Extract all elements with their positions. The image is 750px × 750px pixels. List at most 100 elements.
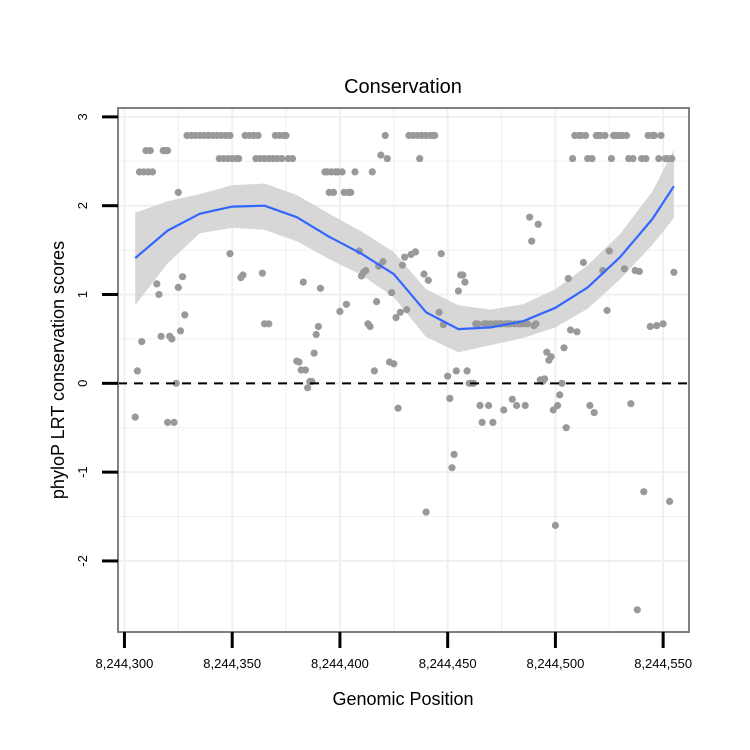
data-point [526,213,534,221]
data-point [179,273,187,281]
data-point [403,306,411,314]
data-point [295,358,303,366]
data-point [336,307,344,315]
data-point [316,284,325,292]
data-point [650,131,659,140]
data-point [582,131,590,140]
data-point [310,349,318,357]
data-point [157,332,165,340]
data-point [653,322,661,330]
data-point [655,155,663,163]
data-point [239,271,247,279]
data-point [392,314,400,322]
x-tick-label: 8,244,550 [634,656,692,671]
data-point [258,269,266,277]
data-point [388,289,396,297]
x-axis-label: Genomic Position [332,689,473,709]
data-point [424,276,432,284]
data-point [312,330,320,339]
data-point [396,308,404,316]
y-tick-label: -1 [75,466,90,478]
data-point [605,247,613,255]
data-point [138,338,146,346]
data-point [155,290,163,299]
data-point [377,151,385,159]
data-point [635,267,644,275]
data-point [579,258,588,267]
data-point [564,274,572,283]
data-point [435,308,443,316]
data-point [299,278,307,286]
data-point [448,464,456,472]
y-tick-label: 2 [75,202,90,209]
data-point [282,131,290,140]
data-point [278,155,286,163]
data-point [379,258,387,266]
data-point [528,237,536,245]
x-tick-label: 8,244,450 [419,656,477,671]
data-point [607,155,616,163]
data-point [444,372,452,380]
data-point [668,155,676,163]
data-point [629,155,637,163]
data-point [254,131,262,140]
data-point [547,353,555,361]
x-tick-label: 8,244,400 [311,656,369,671]
data-point [513,401,521,410]
data-point [463,367,471,375]
data-point [401,253,409,261]
data-point [314,322,322,331]
data-point [541,375,549,383]
data-point [170,418,178,426]
data-point [390,360,398,368]
data-point [543,348,551,356]
data-point [265,320,273,328]
data-point [640,488,648,496]
data-point [569,155,577,163]
data-point [549,406,557,414]
data-point [370,367,378,375]
data-point [521,401,529,410]
data-point [446,394,454,402]
data-point [304,384,312,392]
data-point [174,283,182,291]
data-point [288,155,297,163]
data-point [454,287,462,295]
data-point [461,278,469,286]
data-point [381,131,389,140]
data-point [586,401,594,410]
x-tick-label: 8,244,350 [203,656,261,671]
data-point [181,311,189,319]
data-point [500,406,508,414]
data-point [368,168,376,176]
confidence-ribbon [135,149,674,353]
data-point [588,155,596,163]
data-point [489,418,497,426]
data-point [133,367,141,375]
panel-border [117,107,690,633]
data-point [523,320,532,328]
data-point [394,404,402,412]
data-point [422,508,430,516]
data-point [338,168,346,176]
data-point [532,320,540,328]
data-point [560,344,568,352]
x-tick-label: 8,244,500 [526,656,584,671]
data-point [534,220,542,228]
data-point [373,298,381,306]
data-point [153,280,161,288]
data-point [342,300,350,308]
data-point [485,401,493,410]
data-point [558,379,566,387]
data-point [566,326,575,334]
data-point [148,168,157,176]
data-point [168,335,176,343]
data-point [226,131,234,140]
data-point [347,188,355,196]
data-point [590,409,598,417]
chart-title: Conservation [344,76,462,98]
data-point [633,606,641,614]
data-point [646,322,654,331]
data-point [450,450,458,458]
